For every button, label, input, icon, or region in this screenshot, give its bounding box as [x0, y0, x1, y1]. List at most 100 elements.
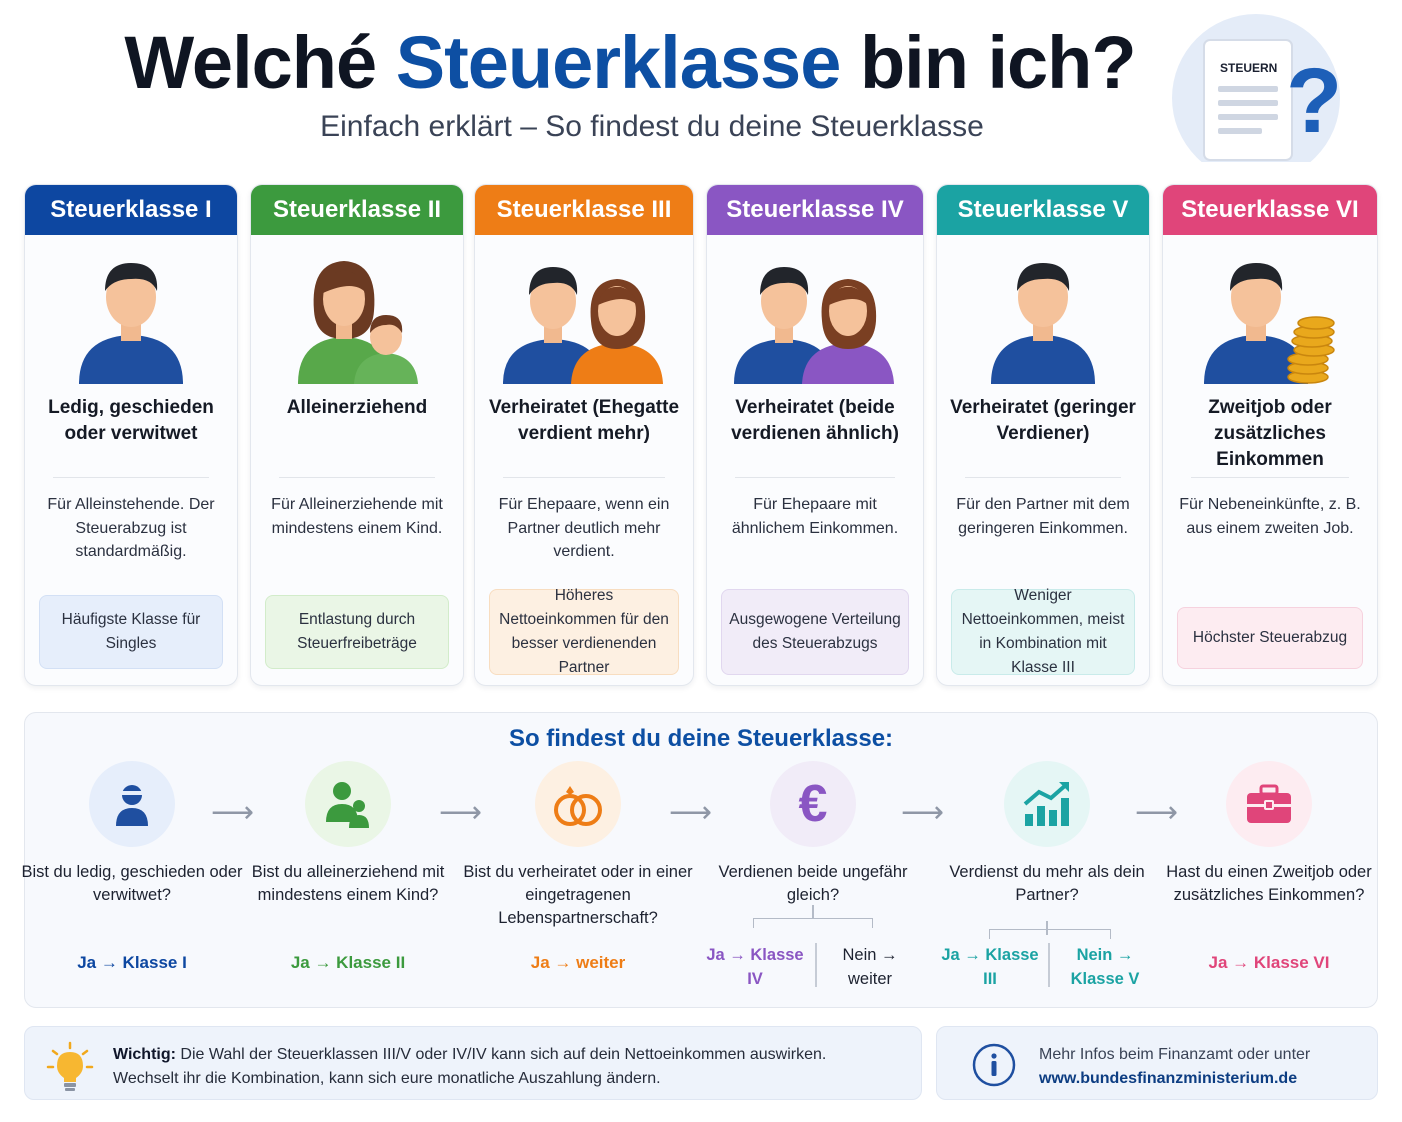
- svg-text:?: ?: [1286, 50, 1340, 152]
- card-steuerklasse-5: Steuerklasse V Verheiratet (geringer Ver…: [936, 184, 1150, 686]
- flow-title: So findest du deine Steuerklasse:: [508, 725, 894, 752]
- equal-couple-icon: [707, 249, 923, 384]
- branch-line: [989, 929, 1111, 939]
- ministry-link[interactable]: www.bundesfinanzministerium.de: [1039, 1069, 1298, 1087]
- card-description: Für Nebeneinkünfte, z. B. aus einem zwei…: [1179, 496, 1361, 537]
- briefcase-icon: [1226, 761, 1312, 847]
- branch-line: [753, 918, 873, 928]
- card-tag: Entlastung durch Steuerfreibeträge: [265, 595, 449, 669]
- title-accent: Steuerklasse: [395, 21, 842, 104]
- branch-separator: [815, 943, 817, 987]
- card-tag: Häufigste Klasse für Singles: [39, 595, 223, 669]
- flow-step-6: Hast du einen Zweitjob oder zusätzliches…: [1149, 761, 1389, 907]
- divider: [279, 477, 435, 478]
- arrow-icon: ⟶: [1135, 796, 1179, 829]
- step-answer: Ja → Klasse II: [290, 953, 406, 972]
- divider: [965, 477, 1121, 478]
- card-tag: Höchster Steuerabzug: [1177, 607, 1363, 669]
- rings-icon: [535, 761, 621, 847]
- single-man-icon: [25, 249, 237, 384]
- divider: [1191, 477, 1349, 478]
- man-coins-icon: [1163, 249, 1377, 384]
- tax-document-question-icon: STEUERN ?: [1172, 14, 1340, 162]
- card-description: Für Ehepaare mit ähnlichem Einkommen.: [731, 496, 899, 537]
- couple-icon: [475, 249, 693, 384]
- card-header: Steuerklasse II: [251, 185, 463, 235]
- growth-chart-icon: [1004, 761, 1090, 847]
- person-icon: [89, 761, 175, 847]
- info-line: Mehr Infos beim Finanzamt oder unter: [1039, 1046, 1311, 1063]
- flow-step-3: Bist du verheiratet oder in einer einget…: [458, 761, 698, 930]
- step-answer: Ja → Klasse VI: [1208, 953, 1330, 972]
- card-description: Für Alleinstehende. Der Steuerabzug ist …: [47, 496, 215, 560]
- branch-stem: [812, 905, 814, 919]
- divider: [503, 477, 665, 478]
- card-title: Verheiratet (geringer Verdiener): [950, 397, 1136, 444]
- info-icon: [972, 1043, 1016, 1087]
- note-line-1: Die Wahl der Steuerklassen III/V oder IV…: [180, 1046, 827, 1063]
- flow-step-2: Bist du alleinerziehend mit mindestens e…: [228, 761, 468, 907]
- card-description: Für Ehepaare, wenn ein Partner deutlich …: [498, 496, 670, 560]
- parent-child-icon: [305, 761, 391, 847]
- step-answer-no: Nein → Klasse V: [1070, 946, 1140, 988]
- card-header: Steuerklasse VI: [1163, 185, 1377, 235]
- step-answer: Ja → Klasse I: [77, 953, 187, 972]
- doc-label: STEUERN: [1220, 61, 1277, 75]
- card-tag: Weniger Nettoeinkommen, meist in Kombina…: [951, 587, 1135, 676]
- lightbulb-icon: [46, 1041, 94, 1091]
- card-header: Steuerklasse III: [475, 185, 693, 235]
- card-title: Verheiratet (beide verdienen ähnlich): [731, 397, 899, 444]
- euro-icon: €: [770, 761, 856, 847]
- branch-stem: [1046, 921, 1048, 935]
- card-title: Alleinerziehend: [286, 397, 428, 418]
- card-header: Steuerklasse I: [25, 185, 237, 235]
- flow-step-5: Verdienst du mehr als dein Partner?: [927, 761, 1167, 907]
- card-description: Für den Partner mit dem geringeren Einko…: [956, 496, 1130, 537]
- card-steuerklasse-1: Steuerklasse I Ledig, geschieden oder ve…: [24, 184, 238, 686]
- page-title: Welché Steuerklasse bin ich?: [0, 20, 1260, 105]
- card-description: Für Alleinerziehende mit mindestens eine…: [271, 496, 443, 537]
- info-box: Mehr Infos beim Finanzamt oder unter www…: [936, 1026, 1378, 1100]
- page-subtitle: Einfach erklärt – So findest du deine St…: [320, 110, 984, 143]
- arrow-icon: ⟶: [901, 796, 945, 829]
- arrow-icon: ⟶: [211, 796, 255, 829]
- step-question: Bist du alleinerziehend mit mindestens e…: [251, 863, 445, 904]
- divider: [53, 477, 209, 478]
- card-tag: Ausgewogene Verteilung des Steuerabzugs: [721, 589, 909, 675]
- mother-child-icon: [251, 249, 463, 384]
- info-text: Mehr Infos beim Finanzamt oder unter www…: [1039, 1043, 1310, 1090]
- important-note: Wichtig: Die Wahl der Steuerklassen III/…: [24, 1026, 922, 1100]
- card-title: Ledig, geschieden oder verwitwet: [48, 397, 214, 444]
- note-text: Wichtig: Die Wahl der Steuerklassen III/…: [113, 1043, 907, 1090]
- flow-step-4: € Verdienen beide ungefähr gleich?: [693, 761, 933, 907]
- title-part-1: Welché: [124, 21, 377, 104]
- step-question: Verdienst du mehr als dein Partner?: [949, 863, 1145, 904]
- card-title: Zweitjob oder zusätzliches Einkommen: [1208, 397, 1332, 470]
- decision-flow: So findest du deine Steuerklasse: Bist d…: [21, 712, 1378, 1008]
- arrow-icon: ⟶: [439, 796, 483, 829]
- tax-class-cards: Steuerklasse I Ledig, geschieden oder ve…: [24, 184, 1378, 686]
- card-tag: Höheres Nettoeinkommen für den besser ve…: [489, 587, 679, 676]
- step-question: Verdienen beide ungefähr gleich?: [718, 863, 908, 904]
- single-man-icon: [937, 249, 1149, 384]
- card-header: Steuerklasse IV: [707, 185, 923, 235]
- card-steuerklasse-3: Steuerklasse III Verheiratet (Ehegatte v…: [474, 184, 694, 686]
- title-part-2: bin ich?: [859, 21, 1137, 104]
- note-label: Wichtig:: [113, 1046, 176, 1063]
- card-steuerklasse-4: Steuerklasse IV Verheiratet (beide verdi…: [706, 184, 924, 686]
- step-answer-yes: Ja → Klasse IV: [706, 946, 804, 988]
- card-header: Steuerklasse V: [937, 185, 1149, 235]
- step-question: Bist du verheiratet oder in einer einget…: [463, 863, 693, 927]
- step-answer-no: Nein → weiter: [842, 946, 898, 988]
- step-question: Hast du einen Zweitjob oder zusätzliches…: [1166, 863, 1372, 904]
- card-steuerklasse-2: Steuerklasse II Alleinerziehend Für Alle…: [250, 184, 464, 686]
- step-answer-yes: Ja → Klasse III: [941, 946, 1039, 988]
- flow-step-1: Bist du ledig, geschieden oder verwitwet…: [12, 761, 252, 907]
- step-question: Bist du ledig, geschieden oder verwitwet…: [21, 863, 243, 904]
- card-steuerklasse-6: Steuerklasse VI Zweitjob oder zusätzlich…: [1162, 184, 1378, 686]
- arrow-icon: ⟶: [669, 796, 713, 829]
- branch-separator: [1048, 943, 1050, 987]
- step-answer: Ja → weiter: [530, 953, 626, 972]
- divider: [735, 477, 895, 478]
- note-line-2: Wechselt ihr die Kombination, kann sich …: [113, 1069, 661, 1087]
